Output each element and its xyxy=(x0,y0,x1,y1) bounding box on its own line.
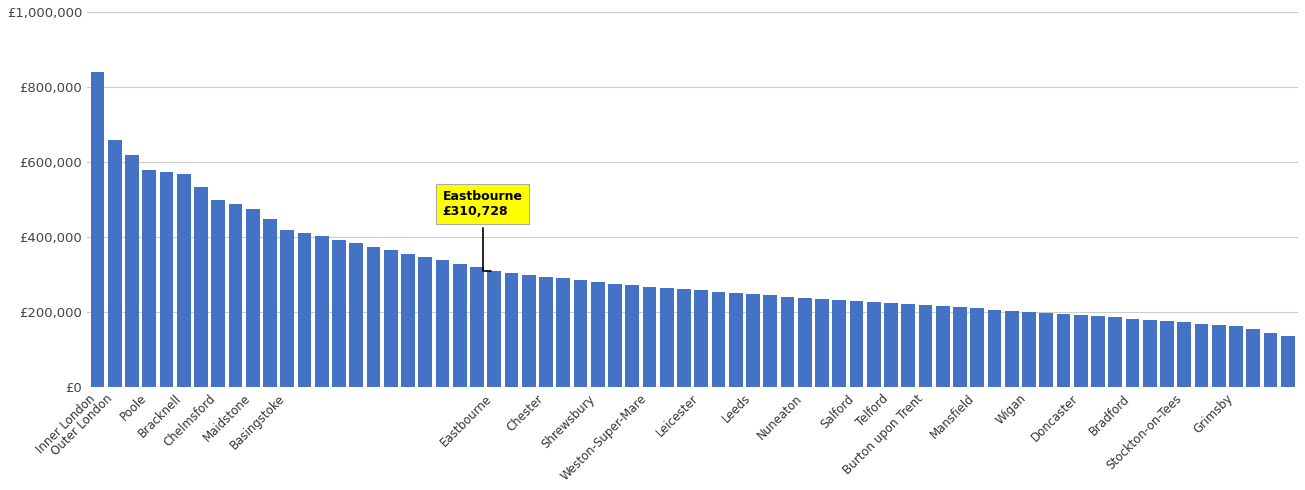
Bar xyxy=(728,293,743,387)
Bar xyxy=(177,174,191,387)
Bar xyxy=(315,237,329,387)
Bar xyxy=(797,298,812,387)
Bar xyxy=(125,154,138,387)
Bar xyxy=(1177,322,1191,387)
Bar xyxy=(264,220,277,387)
Bar xyxy=(936,306,950,387)
Bar xyxy=(401,253,415,387)
Bar xyxy=(436,260,449,387)
Bar xyxy=(1108,318,1122,387)
Bar xyxy=(194,187,207,387)
Bar xyxy=(211,199,226,387)
Bar xyxy=(1022,312,1036,387)
Bar xyxy=(245,209,260,387)
Bar xyxy=(108,140,121,387)
Bar xyxy=(419,257,432,387)
Bar xyxy=(988,310,1001,387)
Bar xyxy=(902,304,915,387)
Bar xyxy=(505,272,518,387)
Bar xyxy=(556,278,570,387)
Bar xyxy=(660,288,673,387)
Bar xyxy=(780,296,795,387)
Bar xyxy=(1091,317,1105,387)
Bar xyxy=(816,299,829,387)
Bar xyxy=(1126,318,1139,387)
Bar xyxy=(574,280,587,387)
Bar xyxy=(522,274,535,387)
Bar xyxy=(487,270,501,387)
Bar xyxy=(1143,320,1156,387)
Bar xyxy=(453,264,467,387)
Bar xyxy=(298,233,312,387)
Bar xyxy=(1263,333,1278,387)
Bar xyxy=(1074,315,1087,387)
Bar xyxy=(694,291,709,387)
Bar xyxy=(1212,325,1225,387)
Bar xyxy=(746,294,760,387)
Bar xyxy=(763,295,778,387)
Bar xyxy=(711,292,726,387)
Bar xyxy=(677,289,690,387)
Bar xyxy=(350,244,363,387)
Text: Eastbourne
£310,728: Eastbourne £310,728 xyxy=(442,190,522,270)
Bar xyxy=(1160,321,1174,387)
Bar xyxy=(642,287,656,387)
Bar xyxy=(367,246,381,387)
Bar xyxy=(883,303,898,387)
Bar xyxy=(1246,329,1261,387)
Bar xyxy=(625,285,639,387)
Bar xyxy=(608,284,622,387)
Bar xyxy=(142,170,157,387)
Bar xyxy=(833,300,846,387)
Bar xyxy=(953,307,967,387)
Bar xyxy=(919,305,932,387)
Bar xyxy=(384,250,398,387)
Bar xyxy=(971,308,984,387)
Bar xyxy=(1039,313,1053,387)
Bar xyxy=(867,302,881,387)
Bar xyxy=(159,172,174,387)
Bar xyxy=(1057,314,1070,387)
Bar xyxy=(470,267,484,387)
Bar xyxy=(591,282,604,387)
Bar xyxy=(281,230,294,387)
Bar xyxy=(228,204,243,387)
Bar xyxy=(1194,323,1208,387)
Bar xyxy=(90,72,104,387)
Bar xyxy=(539,276,553,387)
Bar xyxy=(850,301,864,387)
Bar xyxy=(1280,336,1295,387)
Bar xyxy=(1005,311,1019,387)
Bar xyxy=(1229,326,1242,387)
Bar xyxy=(331,240,346,387)
